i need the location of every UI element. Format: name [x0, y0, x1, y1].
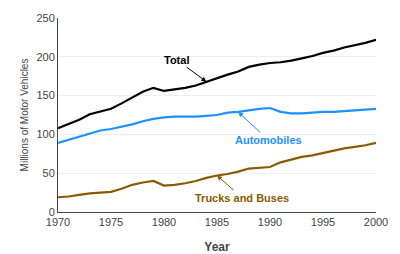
svg-text:200: 200 — [36, 51, 54, 63]
svg-text:250: 250 — [36, 12, 54, 24]
svg-text:1990: 1990 — [258, 216, 282, 228]
svg-text:1985: 1985 — [205, 216, 229, 228]
svg-text:1970: 1970 — [46, 216, 70, 228]
svg-text:Year: Year — [204, 240, 230, 254]
svg-text:1980: 1980 — [152, 216, 176, 228]
svg-text:1975: 1975 — [99, 216, 123, 228]
svg-text:150: 150 — [36, 89, 54, 101]
svg-text:100: 100 — [36, 128, 54, 140]
svg-text:1995: 1995 — [311, 216, 335, 228]
svg-text:0: 0 — [49, 206, 55, 218]
svg-text:Total: Total — [164, 54, 189, 66]
svg-text:Millions of Motor Vehicles: Millions of Motor Vehicles — [19, 59, 30, 172]
svg-text:2000: 2000 — [364, 216, 388, 228]
svg-text:50: 50 — [43, 167, 55, 179]
svg-text:Trucks and Buses: Trucks and Buses — [195, 192, 289, 204]
svg-text:Automobiles: Automobiles — [235, 134, 302, 146]
